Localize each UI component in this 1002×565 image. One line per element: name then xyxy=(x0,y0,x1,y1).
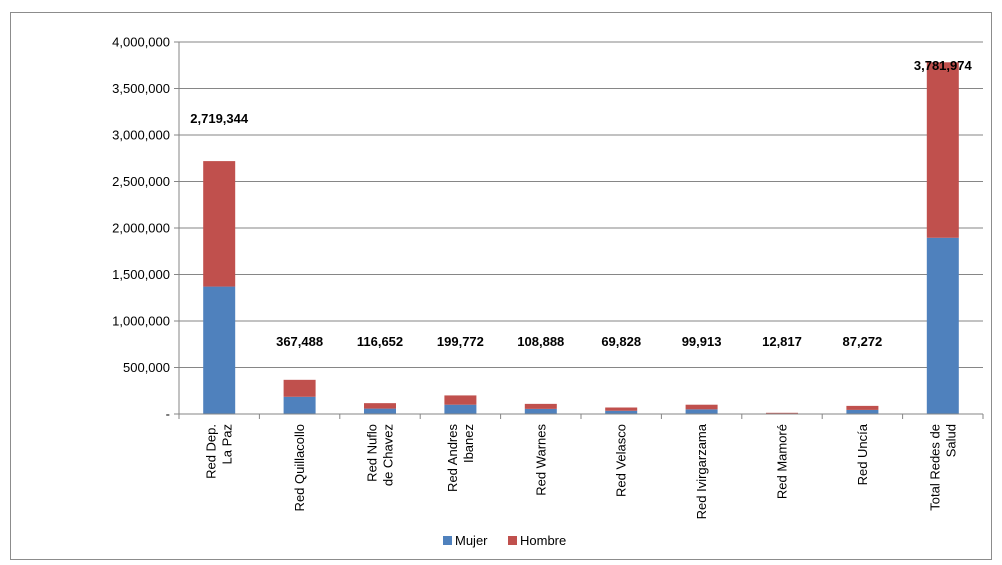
bar-hombre xyxy=(283,379,316,397)
bar-hombre xyxy=(524,403,557,409)
bar-mujer xyxy=(605,410,638,414)
bar-mujer xyxy=(685,409,718,414)
y-tick-label: 1,500,000 xyxy=(112,267,170,282)
total-data-label: 199,772 xyxy=(437,334,484,349)
category-label-line: Total Redes de xyxy=(927,424,942,511)
category-label: Red Dep. La Paz xyxy=(204,424,235,479)
total-data-label: 87,272 xyxy=(843,334,883,349)
y-tick-label: 3,000,000 xyxy=(112,128,170,143)
category-label-line: de Chavez xyxy=(381,424,396,486)
category-label: Red Nuflo de Chavez xyxy=(365,424,396,486)
category-label: Red Andres Ibanez xyxy=(445,424,476,492)
x-axis xyxy=(178,42,984,419)
bar-hombre xyxy=(846,405,879,410)
category-labels: Red Dep. La Paz Red Quillacollo Red Nuflo de… xyxy=(204,423,959,519)
bar-mujer xyxy=(283,396,316,414)
category-label-line: Red Warnes xyxy=(533,424,548,496)
category-label-line: La Paz xyxy=(220,424,235,464)
y-tick-label: 3,500,000 xyxy=(112,81,170,96)
y-axis-ticks: - 500,000 1,000,000 1,500,000 2,000,000 2,500… xyxy=(112,35,179,422)
stacked-bar-chart: - 500,000 1,000,000 1,500,000 2,000,000 2,500… xyxy=(112,35,984,548)
category-label: Red Uncía xyxy=(855,423,870,485)
category-label-line: Red Velasco xyxy=(614,424,629,497)
category-label-line: Red Mamoré xyxy=(775,424,790,499)
bar-hombre xyxy=(364,403,396,409)
total-data-label: 2,719,344 xyxy=(190,111,249,126)
bar-hombre xyxy=(685,404,718,410)
category-label: Red Warnes xyxy=(533,424,548,496)
bar-hombre xyxy=(203,161,236,287)
bar-mujer xyxy=(846,409,879,414)
legend-label-mujer: Mujer xyxy=(455,533,488,548)
bar-mujer xyxy=(203,286,236,414)
bars xyxy=(203,62,959,414)
total-data-label: 69,828 xyxy=(601,334,641,349)
category-label-line: Red Uncía xyxy=(855,423,870,485)
bar-mujer xyxy=(926,237,959,414)
category-label-line: Red Nuflo xyxy=(365,424,380,482)
total-data-label: 12,817 xyxy=(762,334,802,349)
legend: Mujer Hombre xyxy=(443,533,566,548)
category-label: Total Redes de Salud xyxy=(927,424,958,511)
legend-swatch-hombre xyxy=(508,536,517,545)
category-label-line: Red Andres xyxy=(445,424,460,492)
y-tick-label: 1,000,000 xyxy=(112,314,170,329)
bar-mujer xyxy=(444,404,477,414)
data-labels: 2,719,344 367,488 116,652 199,772 108,888 69,… xyxy=(190,58,972,349)
bar-hombre xyxy=(766,412,798,414)
gridlines xyxy=(179,41,983,368)
y-tick-label: 4,000,000 xyxy=(112,35,170,50)
bar-hombre xyxy=(926,62,959,238)
legend-swatch-mujer xyxy=(443,536,452,545)
category-label-line: Salud xyxy=(943,424,958,457)
y-tick-label: 2,500,000 xyxy=(112,174,170,189)
category-label: Red Quillacollo xyxy=(292,424,307,511)
category-label-line: Red Quillacollo xyxy=(292,424,307,511)
chart-frame: - 500,000 1,000,000 1,500,000 2,000,000 2,500… xyxy=(10,12,992,560)
category-label: Red Velasco xyxy=(614,424,629,497)
bar-mujer xyxy=(364,408,396,414)
category-label: Red Ivirgarzama xyxy=(694,423,709,519)
bar-hombre xyxy=(444,395,477,405)
category-label-line: Red Dep. xyxy=(204,424,219,479)
total-data-label: 99,913 xyxy=(682,334,722,349)
legend-label-hombre: Hombre xyxy=(520,533,566,548)
total-data-label: 3,781,974 xyxy=(914,58,973,73)
category-label: Red Mamoré xyxy=(775,424,790,499)
total-data-label: 108,888 xyxy=(517,334,564,349)
y-tick-label: - xyxy=(166,407,170,422)
y-tick-label: 2,000,000 xyxy=(112,221,170,236)
y-tick-label: 500,000 xyxy=(123,360,170,375)
total-data-label: 367,488 xyxy=(276,334,323,349)
total-data-label: 116,652 xyxy=(357,334,403,349)
category-label-line: Ibanez xyxy=(461,424,476,463)
bar-hombre xyxy=(605,407,638,411)
bar-mujer xyxy=(524,408,557,414)
category-label-line: Red Ivirgarzama xyxy=(694,423,709,519)
